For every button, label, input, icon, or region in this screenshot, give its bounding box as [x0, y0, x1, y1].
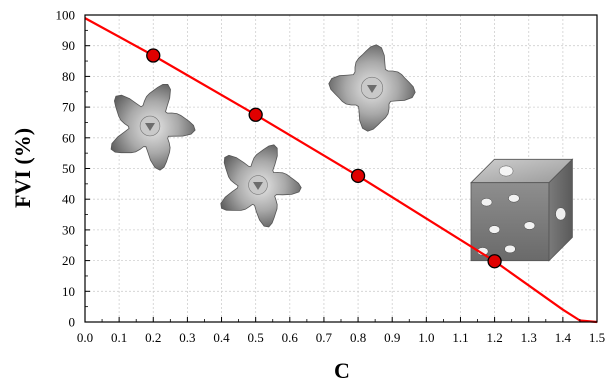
y-tick-label: 60 [62, 130, 75, 145]
x-axis-title: C [334, 358, 350, 383]
x-tick-label: 1.0 [418, 330, 434, 345]
y-axis-title: FVI (%) [10, 128, 35, 208]
y-tick-label: 20 [62, 253, 75, 268]
x-tick-label: 0.8 [350, 330, 366, 345]
data-point-marker [146, 48, 161, 63]
data-point-marker [487, 254, 502, 269]
x-tick-label: 0.2 [145, 330, 161, 345]
y-tick-label: 30 [62, 222, 75, 237]
x-tick-label: 0.3 [179, 330, 195, 345]
fit-line [84, 17, 598, 324]
x-tick-label: 0.9 [384, 330, 400, 345]
y-tick-label: 70 [62, 100, 75, 115]
y-axis-ticks: 0 10 20 30 40 50 60 70 80 90 100 [56, 8, 90, 330]
x-tick-label: 1.3 [521, 330, 537, 345]
x-tick-label: 1.5 [589, 330, 605, 345]
y-tick-label: 0 [69, 315, 76, 330]
gyroid-c05-icon [220, 144, 302, 228]
y-tick-label: 90 [62, 38, 75, 53]
gyroid-c12-icon [470, 158, 574, 262]
x-tick-label: 1.4 [555, 330, 572, 345]
x-tick-label: 0.4 [213, 330, 230, 345]
fit-line-layer [84, 17, 598, 324]
marker-layer [146, 48, 502, 269]
y-tick-label: 80 [62, 69, 75, 84]
y-tick-label: 10 [62, 284, 75, 299]
x-tick-label: 0.0 [77, 330, 93, 345]
data-point-marker [248, 107, 263, 122]
data-point-marker [350, 168, 366, 184]
y-tick-label: 40 [62, 192, 75, 207]
x-tick-label: 0.5 [248, 330, 264, 345]
x-tick-label: 0.1 [111, 330, 127, 345]
x-axis-ticks: 0.0 0.1 0.2 0.3 0.4 0.5 0.6 0.7 0.8 0.9 1.0 1.1 1.2 1… [77, 317, 605, 345]
gyroid-c08-icon [328, 44, 416, 132]
gyroid-c02-icon [110, 84, 196, 171]
x-tick-label: 0.6 [282, 330, 299, 345]
x-tick-label: 0.7 [316, 330, 333, 345]
x-tick-label: 1.1 [452, 330, 468, 345]
y-tick-label: 50 [62, 161, 75, 176]
y-tick-label: 100 [56, 8, 76, 23]
inset-images [110, 44, 574, 262]
x-tick-label: 1.2 [486, 330, 502, 345]
